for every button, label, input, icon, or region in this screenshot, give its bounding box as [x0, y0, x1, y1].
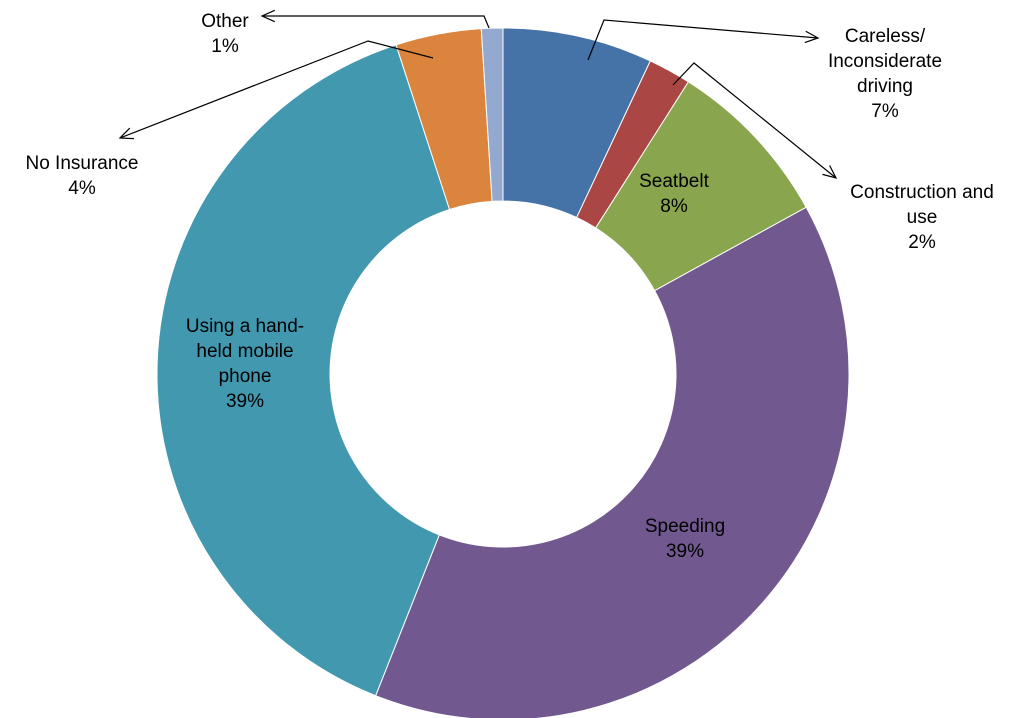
- arrowhead-other: [260, 9, 276, 23]
- leader-line-no-insurance: [119, 40, 434, 139]
- arrowhead-no-insurance: [118, 127, 135, 140]
- data-label-careless-inconsiderate-driving: Careless/Inconsiderate driving 7%: [828, 26, 942, 122]
- data-label-category: Construction and: [850, 182, 994, 203]
- data-label-category: Speeding: [645, 516, 725, 537]
- slice-labels: Careless/Inconsiderate driving 7% Construct…: [25, 11, 993, 562]
- data-label-percent: 39%: [226, 391, 264, 412]
- data-label-category: No Insurance: [25, 153, 138, 174]
- slice-other: [480, 27, 504, 202]
- data-label-category: Other: [201, 11, 249, 32]
- data-label-percent: 4%: [68, 178, 96, 199]
- donut-slices: [156, 27, 850, 718]
- data-label-category: Seatbelt: [639, 171, 709, 192]
- data-label-category: phone: [219, 366, 272, 387]
- leader-line-other: [262, 15, 490, 29]
- data-label-seatbelt: Seatbelt 8%: [639, 171, 709, 217]
- data-label-percent: 2%: [908, 232, 936, 253]
- data-label-category: held mobile: [196, 341, 293, 362]
- data-label-category: Using a hand-: [186, 316, 304, 337]
- data-label-using-a-hand-held-mobile-phone: Using a hand-held mobile phone 39%: [186, 316, 304, 412]
- data-label-category: use: [907, 207, 938, 228]
- data-label-construction-and-use: Construction and use 2%: [850, 182, 994, 253]
- data-label-percent: 1%: [211, 36, 239, 57]
- leader-line-construction-and-use: [672, 62, 837, 179]
- slice-speeding: [374, 206, 850, 718]
- data-label-percent: 39%: [666, 541, 704, 562]
- arrowhead-careless-inconsiderate-driving: [804, 30, 820, 44]
- data-label-other: Other 1%: [201, 11, 249, 57]
- leader-lines: [118, 9, 838, 179]
- slice-using-a-hand-held-mobile-phone: [156, 44, 451, 697]
- arrowhead-construction-and-use: [822, 165, 838, 179]
- data-label-no-insurance: No Insurance 4%: [25, 153, 138, 199]
- data-label-category: driving: [857, 76, 913, 97]
- leader-line-careless-inconsiderate-driving: [587, 19, 819, 61]
- data-label-percent: 7%: [871, 101, 899, 122]
- data-label-percent: 8%: [660, 196, 688, 217]
- data-label-category: Careless/: [845, 26, 926, 47]
- data-label-speeding: Speeding 39%: [645, 516, 725, 562]
- data-label-category: Inconsiderate: [828, 51, 942, 72]
